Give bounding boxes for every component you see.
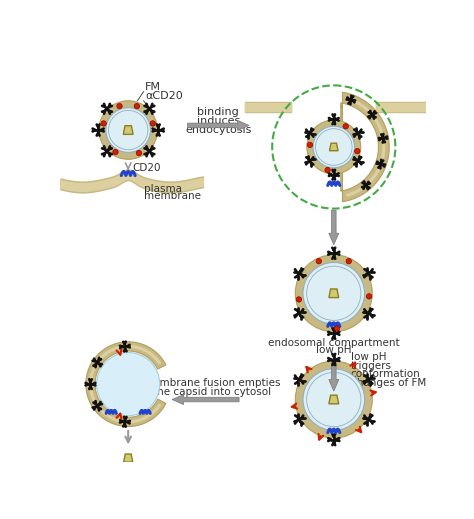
Polygon shape <box>341 92 389 202</box>
Text: αCD20: αCD20 <box>145 91 183 101</box>
Circle shape <box>296 297 301 302</box>
Circle shape <box>307 266 361 320</box>
Polygon shape <box>329 395 339 404</box>
Polygon shape <box>123 126 133 134</box>
Circle shape <box>113 149 118 155</box>
Circle shape <box>109 111 148 149</box>
Circle shape <box>307 373 361 427</box>
Polygon shape <box>86 342 166 427</box>
Circle shape <box>307 142 313 147</box>
Text: the capsid into cytosol: the capsid into cytosol <box>153 387 271 397</box>
Circle shape <box>136 151 142 156</box>
Circle shape <box>106 108 151 153</box>
Polygon shape <box>346 97 385 197</box>
Circle shape <box>366 294 372 299</box>
Circle shape <box>307 120 361 174</box>
Circle shape <box>346 258 351 264</box>
Circle shape <box>303 368 365 430</box>
Text: endocytosis: endocytosis <box>185 125 252 135</box>
Circle shape <box>343 124 348 129</box>
Circle shape <box>134 103 139 109</box>
Circle shape <box>99 101 157 159</box>
Circle shape <box>313 126 355 168</box>
Text: membrane fusion empties: membrane fusion empties <box>143 378 281 388</box>
Circle shape <box>355 148 360 154</box>
Text: low pH: low pH <box>351 352 386 362</box>
Circle shape <box>325 167 330 173</box>
FancyArrow shape <box>188 120 249 130</box>
Polygon shape <box>89 345 161 424</box>
Text: FM: FM <box>145 82 161 92</box>
Text: low pH: low pH <box>316 345 352 356</box>
Circle shape <box>316 258 321 264</box>
Text: plasma: plasma <box>144 184 182 194</box>
Text: binding: binding <box>197 106 239 117</box>
Polygon shape <box>329 143 338 151</box>
Circle shape <box>295 361 372 438</box>
FancyArrow shape <box>172 394 239 404</box>
Text: membrane: membrane <box>144 192 201 201</box>
Text: endosomal compartment: endosomal compartment <box>268 338 400 348</box>
Circle shape <box>117 103 122 109</box>
Circle shape <box>295 255 372 332</box>
Circle shape <box>334 326 339 331</box>
Polygon shape <box>329 289 339 297</box>
Polygon shape <box>124 454 133 462</box>
FancyArrow shape <box>329 359 339 391</box>
Text: CD20: CD20 <box>132 163 161 173</box>
Circle shape <box>101 121 106 126</box>
Circle shape <box>150 121 155 126</box>
FancyArrow shape <box>329 210 339 245</box>
Circle shape <box>316 129 352 165</box>
Text: conformation: conformation <box>351 369 420 379</box>
Circle shape <box>97 352 160 416</box>
Text: changes of FM: changes of FM <box>351 378 426 388</box>
Text: induces: induces <box>197 116 240 126</box>
Circle shape <box>303 263 365 324</box>
Text: triggers: triggers <box>351 361 392 371</box>
